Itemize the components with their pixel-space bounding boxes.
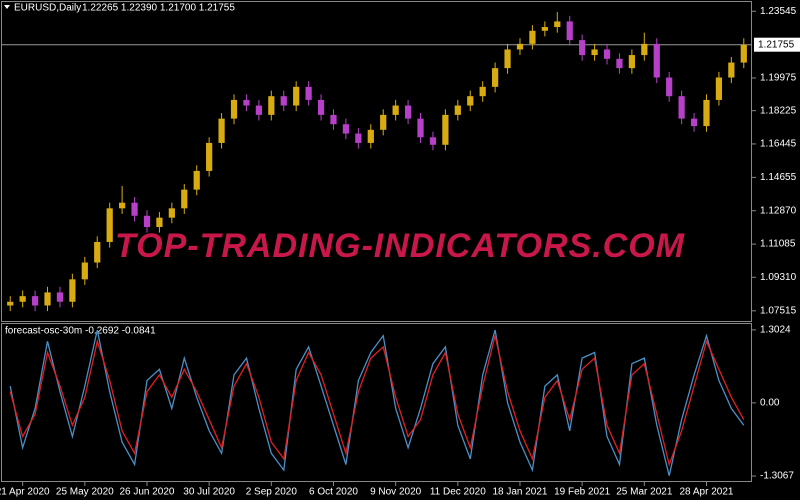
candle-body <box>317 99 325 115</box>
candle-body <box>7 301 14 306</box>
candle-body <box>355 133 362 143</box>
candle-body <box>492 68 499 87</box>
candle-body <box>243 99 250 106</box>
candle-body <box>143 215 151 228</box>
y-tick-label: 1.07515 <box>760 305 797 316</box>
panel-arrow <box>4 5 10 9</box>
candle-body <box>268 96 275 115</box>
ohlc-values: 1.22265 1.22390 1.21700 1.21755 <box>82 3 235 14</box>
candle-body <box>454 105 461 115</box>
x-tick-label: 30 Jul 2020 <box>183 487 235 498</box>
candle-body <box>541 27 548 31</box>
candle-body <box>156 217 163 228</box>
candle-body <box>119 202 126 209</box>
candle-body <box>81 262 88 280</box>
x-tick-label: 21 Apr 2020 <box>0 487 50 498</box>
candle-body <box>193 170 200 190</box>
candle-body <box>479 86 486 97</box>
y-tick-label: 1.14655 <box>760 172 797 183</box>
candle-body <box>616 58 623 69</box>
candle-body <box>44 292 51 306</box>
candle-body <box>728 62 735 78</box>
y-tick-label: 1.3024 <box>760 325 791 336</box>
candle-body <box>504 49 511 69</box>
candle-body <box>467 96 474 106</box>
x-tick-label: 11 Dec 2020 <box>430 487 486 498</box>
candle-body <box>230 99 238 119</box>
candle-body <box>392 105 399 115</box>
candle-body <box>641 43 648 56</box>
candle-body <box>429 137 437 145</box>
y-tick-label: -1.3067 <box>760 471 794 482</box>
candle-body <box>280 96 287 106</box>
candle-body <box>206 142 213 171</box>
candle-body <box>181 189 188 209</box>
x-tick-label: 25 May 2020 <box>56 487 114 498</box>
y-tick-label: 1.12870 <box>760 205 797 216</box>
x-tick-label: 25 Mar 2021 <box>616 487 673 498</box>
candle-body <box>218 118 225 143</box>
candle-body <box>380 114 387 130</box>
candle-body <box>330 114 337 125</box>
candle-body <box>19 296 26 302</box>
candle-body <box>342 124 350 134</box>
chart-title: EURUSD,Daily <box>14 3 81 14</box>
y-tick-label: 1.19975 <box>760 73 797 84</box>
candle-body <box>529 30 536 44</box>
candle-body <box>293 86 300 106</box>
candle-body <box>715 77 723 100</box>
osc-title: forecast-osc-30m -0.2692 -0.0841 <box>5 326 156 337</box>
y-tick-label: 1.23545 <box>760 6 797 17</box>
candle-body <box>703 99 710 127</box>
candle-body <box>131 202 138 216</box>
candle-body <box>653 43 660 78</box>
x-tick-label: 28 Apr 2021 <box>680 487 734 498</box>
candle-body <box>94 241 101 263</box>
candle-body <box>591 49 598 56</box>
candle-body <box>106 208 113 242</box>
candle-body <box>255 105 262 115</box>
watermark: TOP-TRADING-INDICATORS.COM <box>115 227 685 265</box>
osc-line <box>9 335 745 467</box>
last-price-box <box>754 37 800 52</box>
x-tick-label: 19 Feb 2021 <box>554 487 611 498</box>
candle-body <box>367 129 374 143</box>
y-tick-label: 1.11085 <box>760 239 796 250</box>
price-panel-frame <box>1 1 752 322</box>
osc-line <box>9 329 745 476</box>
y-tick-label: 1.16445 <box>760 139 797 150</box>
candle-body <box>554 21 561 28</box>
osc-panel-frame <box>1 323 752 482</box>
x-tick-label: 26 Jun 2020 <box>119 487 174 498</box>
y-tick-label: 0.00 <box>760 398 780 409</box>
candle-body <box>516 43 524 50</box>
y-tick-label: 1.09310 <box>760 272 797 283</box>
candle-body <box>603 49 611 59</box>
candle-body <box>305 86 312 100</box>
candle-body <box>740 44 747 63</box>
last-price-label: 1.21755 <box>758 39 795 50</box>
candle-body <box>69 279 76 302</box>
x-tick-label: 2 Sep 2020 <box>246 487 298 498</box>
candle-body <box>666 77 673 97</box>
candle-body <box>690 118 698 127</box>
candle-body <box>31 296 39 306</box>
candle-body <box>566 21 573 41</box>
candle-body <box>628 55 635 69</box>
candle-body <box>168 208 175 218</box>
x-tick-label: 9 Nov 2020 <box>370 487 422 498</box>
candle-body <box>678 96 685 119</box>
candle-body <box>404 105 412 119</box>
candle-body <box>579 40 586 56</box>
candle-body <box>417 118 424 138</box>
x-tick-label: 6 Oct 2020 <box>309 487 358 498</box>
x-tick-label: 18 Jan 2021 <box>492 487 547 498</box>
y-tick-label: 1.18225 <box>760 105 797 116</box>
candle-body <box>56 292 64 302</box>
candle-body <box>442 114 449 145</box>
